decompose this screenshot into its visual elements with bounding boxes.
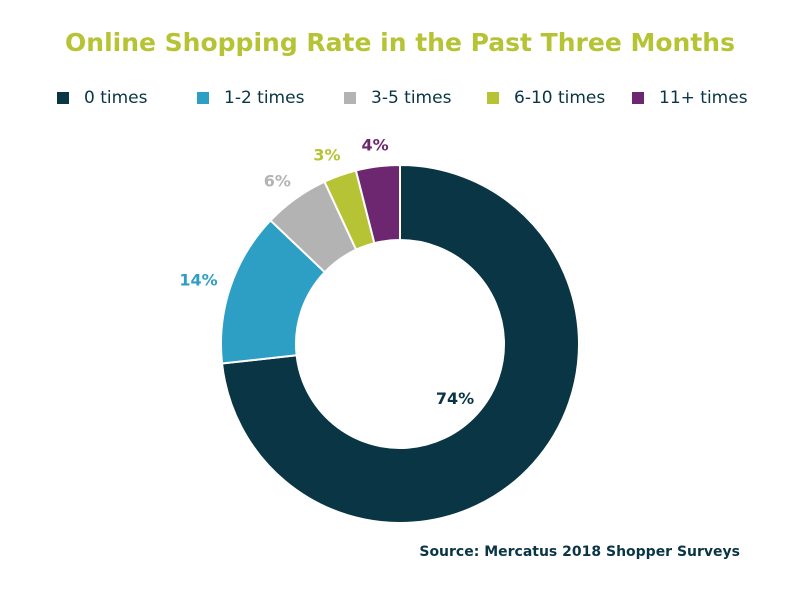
slice-label-0-times: 74% xyxy=(436,389,474,408)
legend-6-10-times: 6-10 times xyxy=(487,86,605,110)
legend-3-5-times: 3-5 times xyxy=(344,86,451,110)
slice-label-3-5-times: 6% xyxy=(264,172,291,191)
legend-11-plus-times: 11+ times xyxy=(632,86,748,110)
slice-label-11-plus-times: 4% xyxy=(361,136,388,155)
legend-swatch xyxy=(57,92,69,104)
slice-11-plus-times xyxy=(354,163,401,245)
legend-swatch xyxy=(344,92,356,104)
slice-label-6-10-times: 3% xyxy=(313,146,340,165)
legend-0-times: 0 times xyxy=(57,86,147,110)
legend-label: 1-2 times xyxy=(224,88,305,108)
slice-label-1-2-times: 14% xyxy=(179,271,217,290)
legend: 0 times 1-2 times 3-5 times 6-10 times 11+ t… xyxy=(0,86,800,110)
legend-label: 0 times xyxy=(84,88,148,108)
legend-swatch xyxy=(632,92,644,104)
legend-1-2-times: 1-2 times xyxy=(197,86,304,110)
legend-label: 11+ times xyxy=(659,88,748,108)
slice-0-times xyxy=(220,163,580,524)
legend-label: 6-10 times xyxy=(514,88,606,108)
legend-swatch xyxy=(487,92,499,104)
legend-label: 3-5 times xyxy=(371,88,452,108)
legend-swatch xyxy=(197,92,209,104)
chart-title: Online Shopping Rate in the Past Three M… xyxy=(65,28,735,57)
source-note: Source: Mercatus 2018 Shopper Surveys xyxy=(419,544,740,560)
